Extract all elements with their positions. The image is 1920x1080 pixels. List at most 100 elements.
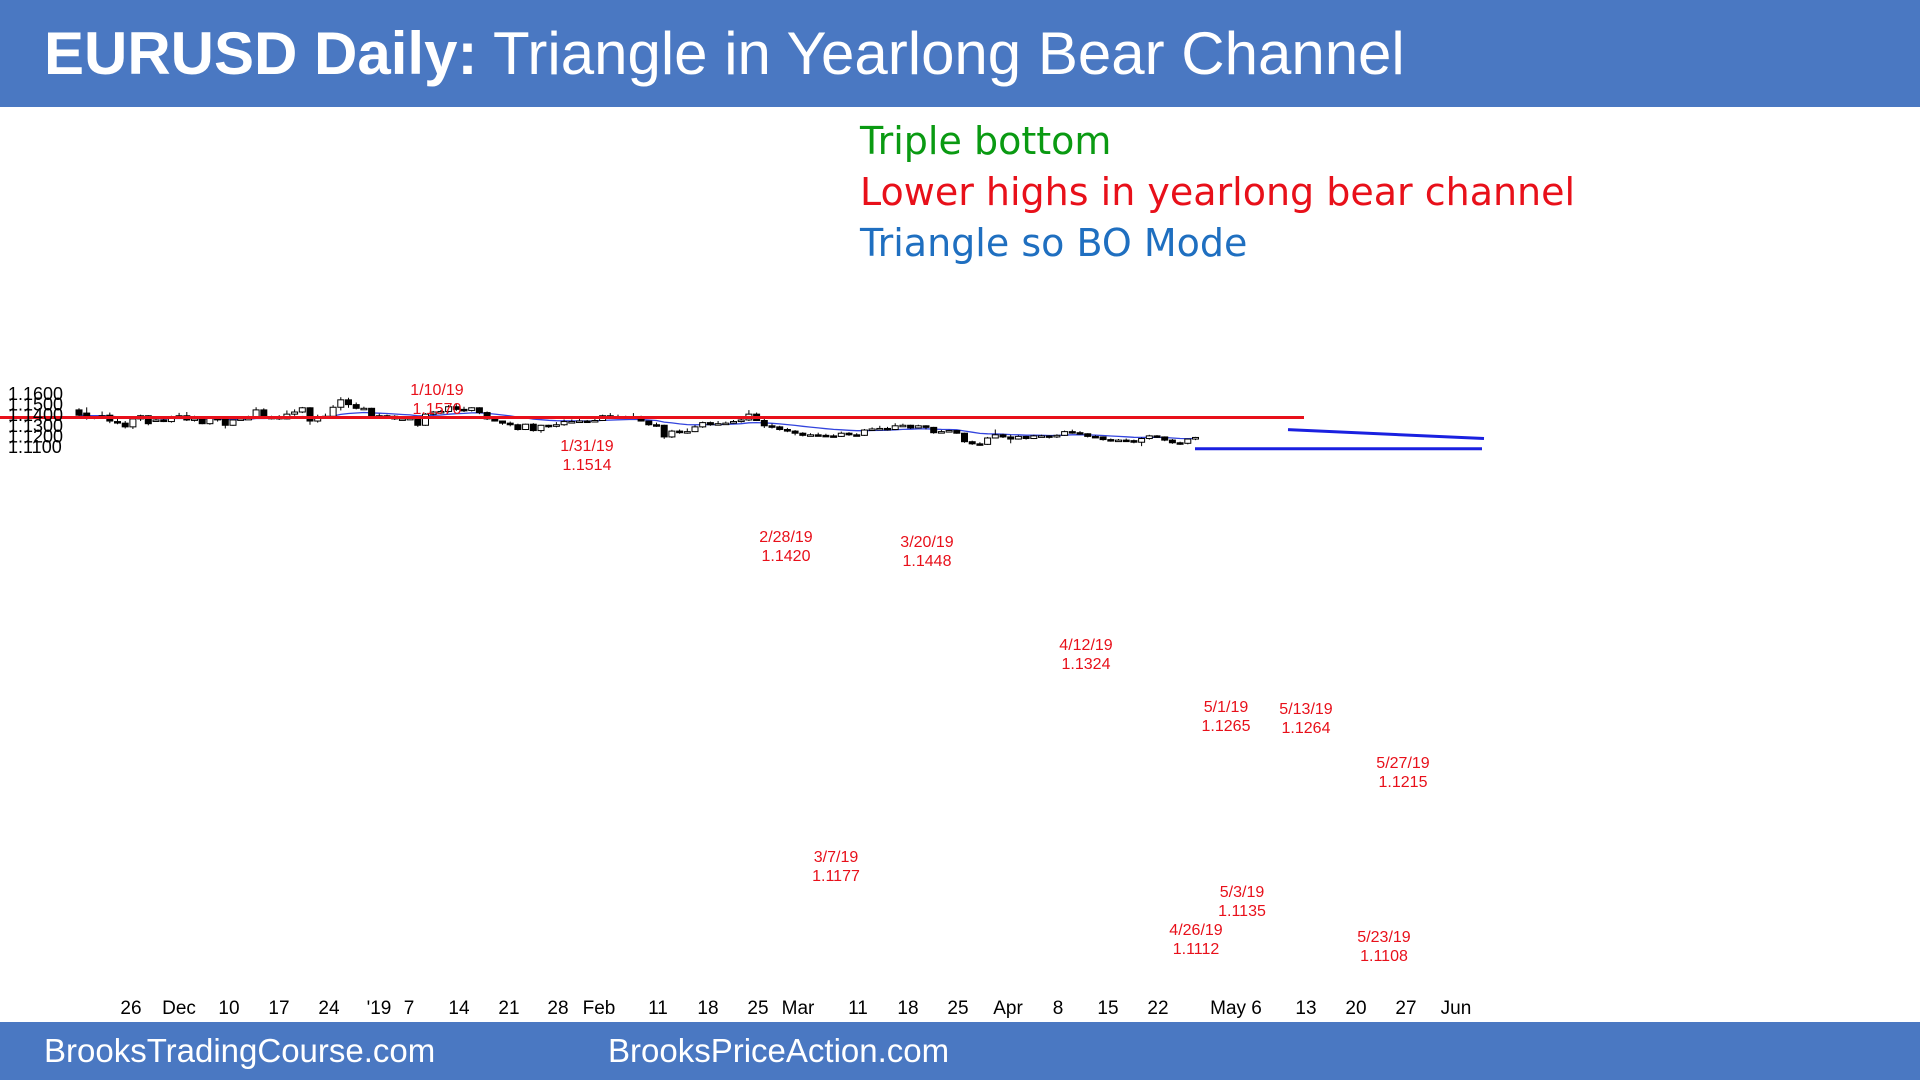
trendlines-layer — [0, 416, 1485, 451]
bear-candle — [907, 424, 915, 429]
note-triple-bottom: Triple bottom — [860, 119, 1112, 163]
bear-candle — [968, 441, 976, 445]
annotation-price: 1.1324 — [1062, 656, 1111, 673]
bull-candle — [552, 424, 560, 427]
bear-candle — [953, 430, 961, 434]
bull-candle — [991, 434, 999, 439]
x-tick-label: Apr — [993, 998, 1023, 1019]
bear-candle — [1107, 439, 1115, 442]
bull-candle — [899, 424, 907, 428]
bull-candle — [937, 431, 945, 434]
footer-banner: BrooksTradingCourse.com BrooksPriceActio… — [0, 1022, 1920, 1080]
bull-candle — [1145, 435, 1153, 440]
x-tick-label: 25 — [747, 998, 768, 1019]
x-tick-label: 21 — [498, 998, 519, 1019]
footer-link-trading-course[interactable]: BrooksTradingCourse.com — [44, 1032, 436, 1069]
bear-candle — [1168, 439, 1176, 444]
bear-candle — [783, 429, 791, 432]
bull-candle — [522, 423, 530, 431]
x-tick-label: May 6 — [1210, 998, 1262, 1019]
annotation-date: 5/1/19 — [1204, 699, 1249, 716]
bear-candle — [1161, 436, 1169, 441]
bear-candle — [506, 422, 514, 426]
y-tick-label: 1.1500 — [8, 395, 63, 415]
bull-candle — [429, 411, 437, 415]
bull-candle — [291, 411, 299, 415]
bear-candle — [144, 415, 152, 425]
bear-candle — [545, 424, 553, 428]
triangle-upper-trendline-line — [1287, 428, 1485, 441]
bull-candle — [206, 417, 214, 425]
title-banner: EURUSD Daily: Triangle in Yearlong Bear … — [0, 0, 1920, 107]
bear-candle — [676, 430, 684, 434]
bull-candle — [714, 423, 722, 426]
y-tick-label: 1.1400 — [8, 405, 63, 425]
bull-candle — [568, 421, 576, 424]
bull-candle — [1138, 438, 1146, 443]
x-tick-label: '19 — [367, 998, 392, 1019]
bull-candle — [1192, 436, 1199, 440]
bear-candle — [999, 434, 1007, 438]
bull-candle — [876, 427, 884, 431]
bear-candle — [121, 422, 129, 428]
y-tick-label: 1.1300 — [8, 416, 63, 436]
bear-candle — [799, 432, 807, 436]
bull-candle — [1115, 439, 1122, 443]
annotation-date: 5/23/19 — [1357, 929, 1410, 946]
annotation-price: 1.1265 — [1202, 718, 1251, 735]
bear-candle — [1176, 442, 1184, 445]
bull-candle — [737, 419, 745, 423]
bear-candle — [583, 420, 591, 424]
bull-candle — [422, 413, 429, 426]
bear-candle — [160, 419, 168, 423]
annotation-price: 1.1264 — [1282, 720, 1331, 737]
bear-candle — [460, 408, 468, 412]
bull-candle — [860, 429, 868, 436]
x-axis: 26 Dec 10 17 24 '19 7 14 21 28 Feb 11 18 25 Mar 11 18 25 A… — [120, 998, 1471, 1019]
bull-candle — [691, 426, 699, 433]
bear-candle — [660, 424, 668, 438]
bull-candle — [945, 430, 953, 433]
bull-candle — [868, 428, 876, 431]
annotation-price: 1.1108 — [1360, 948, 1408, 965]
x-tick-label: Feb — [583, 998, 616, 1019]
annotation-date: 5/3/19 — [1220, 884, 1265, 901]
bull-candle — [1061, 431, 1069, 436]
bull-candle — [229, 419, 237, 426]
bear-candle — [1091, 435, 1099, 439]
chart-title: EURUSD Daily: Triangle in Yearlong Bear … — [44, 16, 1405, 92]
bear-candle — [814, 434, 822, 437]
bull-candle — [668, 430, 676, 438]
bull-candle — [468, 407, 476, 411]
bull-candle — [129, 418, 137, 428]
bear-candle — [776, 426, 784, 431]
annotation-date: 3/20/19 — [900, 534, 953, 551]
footer-link-price-action[interactable]: BrooksPriceAction.com — [608, 1032, 950, 1069]
bull-candle — [683, 431, 691, 434]
bear-candle — [1130, 440, 1138, 443]
x-tick-label: 26 — [120, 998, 141, 1019]
bull-candle — [329, 406, 337, 417]
bull-candle — [576, 420, 583, 424]
annotation-date: 1/31/19 — [560, 438, 613, 455]
annotation-date: 1/10/19 — [410, 382, 463, 399]
annotation-price: 1.1514 — [563, 457, 612, 474]
bull-candle — [1030, 435, 1038, 440]
bull-candle — [560, 421, 568, 426]
bear-candle — [114, 421, 121, 424]
annotation-price: 1.1177 — [812, 868, 860, 885]
bull-candle — [837, 432, 845, 437]
bear-candle — [306, 407, 314, 422]
bear-candle — [845, 432, 853, 436]
bear-candle — [922, 425, 930, 428]
annotation-price: 1.1570 — [413, 401, 462, 418]
annotation-price: 1.1215 — [1379, 774, 1428, 791]
annotation-date: 4/26/19 — [1169, 922, 1222, 939]
bear-candle — [491, 418, 499, 422]
bear-candle — [830, 435, 838, 438]
bear-candle — [414, 417, 422, 426]
chart-title-symbol: EURUSD Daily: — [44, 20, 478, 87]
y-tick-label: 1.1100 — [8, 437, 62, 457]
